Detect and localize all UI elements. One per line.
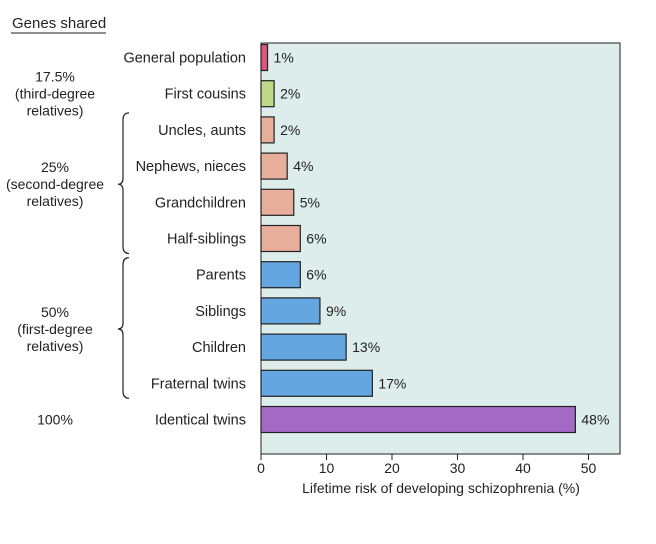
group-label-3-line-3: relatives): [27, 338, 84, 354]
group-label-3-line-2: (first-degree: [17, 321, 93, 337]
group-label-1-line-3: relatives): [27, 103, 84, 119]
bar-10: [260, 369, 373, 397]
category-label-7: Parents: [196, 268, 246, 284]
category-label-1: General population: [123, 51, 246, 67]
value-label-4: 4%: [293, 158, 313, 174]
category-label-9: Children: [192, 340, 246, 356]
group-labels: 17.5%(third-degreerelatives)25%(second-d…: [6, 69, 130, 428]
category-label-10: Fraternal twins: [151, 376, 246, 392]
category-labels: General population First cousins Uncles, a…: [123, 51, 246, 429]
bar-11: [260, 405, 576, 434]
category-label-5: Grandchildren: [155, 195, 246, 211]
genes-shared-header: Genes shared: [12, 15, 106, 32]
value-label-6: 6%: [306, 231, 326, 247]
bar-6: [260, 224, 301, 253]
group-label-1-line-1: 17.5%: [35, 69, 75, 85]
x-tick-label-10: 10: [319, 460, 335, 476]
group-label-1-line-2: (third-degree: [15, 86, 95, 102]
x-axis-label: Lifetime risk of developing schizophreni…: [302, 480, 580, 496]
x-tick-label-40: 40: [515, 460, 531, 476]
value-label-10: 17%: [378, 375, 406, 391]
bar-5: [260, 188, 295, 216]
value-label-3: 2%: [280, 122, 300, 138]
category-label-2: First cousins: [165, 87, 246, 103]
bar-1: [260, 43, 269, 72]
value-label-9: 13%: [352, 339, 380, 355]
value-label-5: 5%: [300, 194, 320, 210]
category-label-4: Nephews, nieces: [136, 159, 246, 175]
group-label-4-line-1: 100%: [37, 412, 73, 428]
x-tick-label-0: 0: [257, 460, 265, 476]
group-bracket-3: [117, 257, 130, 399]
category-label-8: Siblings: [195, 304, 246, 320]
value-label-7: 6%: [306, 267, 326, 283]
category-label-3: Uncles, aunts: [158, 123, 246, 139]
category-label-6: Half-siblings: [167, 232, 246, 248]
group-bracket-2: [117, 112, 130, 255]
x-tick-label-20: 20: [384, 460, 400, 476]
category-label-11: Identical twins: [155, 413, 246, 429]
value-label-2: 2%: [280, 86, 300, 102]
bar-8: [260, 297, 321, 325]
value-label-8: 9%: [326, 303, 346, 319]
value-label-11: 48%: [581, 412, 609, 428]
group-label-2-line-3: relatives): [27, 193, 84, 209]
group-label-2-line-2: (second-degree: [6, 176, 104, 192]
group-label-3-line-1: 50%: [41, 304, 69, 320]
x-axis: 0 10 20 30 40 50: [257, 454, 596, 476]
bar-4: [260, 152, 288, 180]
x-tick-label-30: 30: [450, 460, 466, 476]
bar-9: [260, 333, 347, 361]
bar-7: [260, 261, 301, 289]
x-tick-label-50: 50: [581, 460, 597, 476]
bar-2: [260, 80, 275, 108]
value-label-1: 1%: [274, 50, 294, 66]
bar-3: [260, 116, 275, 144]
bars: 1% 2% 2% 4% 5% 6% 6% 9% 13% 17% 48%: [260, 43, 609, 434]
group-label-2-line-1: 25%: [41, 159, 69, 175]
